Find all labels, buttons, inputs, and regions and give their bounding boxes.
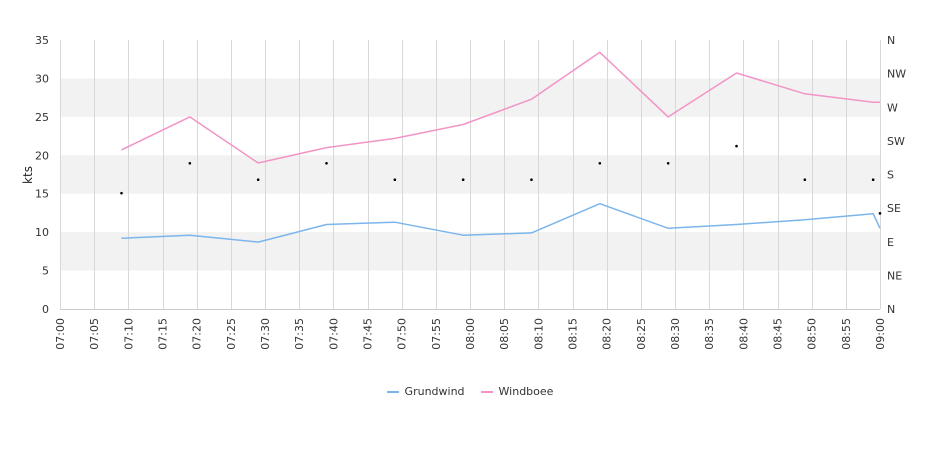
x-tick-label: 07:05 — [88, 318, 101, 350]
y2-axis-ticks: N NE E SE S SW W NW N — [887, 34, 906, 316]
y-tick-label: 30 — [35, 72, 49, 85]
x-tick-label: 07:15 — [157, 318, 170, 350]
x-tick-label: 07:30 — [259, 318, 272, 350]
x-tick-label: 08:30 — [669, 318, 682, 350]
y-tick-label: 0 — [42, 303, 49, 316]
direction-point — [530, 178, 533, 182]
x-tick-label: 08:00 — [464, 318, 477, 350]
y-axis-ticks: 0 5 10 15 20 25 30 35 — [35, 34, 49, 316]
x-tick-label: 09:00 — [874, 318, 887, 350]
direction-point — [803, 178, 807, 182]
series-line-windboee — [121, 51, 880, 164]
direction-point — [666, 161, 670, 165]
legend-label-windboee: Windboee — [498, 385, 554, 398]
x-tick-label: 08:40 — [737, 318, 750, 350]
legend-swatch-grundwind — [386, 390, 399, 393]
direction-point — [598, 161, 602, 165]
x-tick-label: 07:55 — [430, 318, 443, 350]
x-axis-ticks: 07:00 07:05 07:10 07:15 07:20 07:25 07:30 07:35… — [54, 318, 887, 350]
x-tick-label: 07:45 — [362, 318, 375, 350]
y-tick-label: 35 — [35, 34, 49, 47]
direction-point — [120, 191, 123, 195]
y2-tick-label: N — [887, 303, 895, 316]
y2-tick-label: W — [887, 101, 898, 114]
x-tick-label: 08:25 — [635, 318, 648, 350]
direction-point — [256, 178, 260, 182]
vertical-gridlines — [60, 40, 881, 310]
y2-tick-label: SW — [887, 135, 905, 148]
legend-item-grundwind[interactable]: Grundwind — [386, 385, 465, 398]
x-tick-label: 07:35 — [293, 318, 306, 350]
direction-point — [878, 212, 882, 215]
x-tick-label: 07:20 — [191, 318, 204, 350]
y2-tick-label: SE — [887, 202, 901, 215]
y2-tick-label: E — [887, 236, 894, 249]
legend-item-windboee[interactable]: Windboee — [480, 385, 554, 398]
x-tick-label: 08:05 — [498, 318, 511, 350]
y-tick-label: 25 — [35, 111, 49, 124]
y-axis-title: kts — [21, 166, 35, 184]
direction-point — [393, 178, 397, 182]
x-tick-label: 08:55 — [840, 318, 853, 350]
y2-tick-label: NW — [887, 68, 906, 81]
series-line-grundwind — [121, 202, 881, 243]
legend-label-grundwind: Grundwind — [404, 385, 465, 398]
x-tick-label: 08:50 — [806, 318, 819, 350]
legend: Grundwind Windboee — [0, 385, 940, 398]
y2-tick-label: N — [887, 34, 895, 47]
y-tick-label: 5 — [42, 265, 49, 278]
direction-point — [188, 161, 192, 165]
x-tick-label: 07:25 — [225, 318, 238, 350]
series-lines — [121, 51, 881, 243]
x-tick-label: 08:20 — [601, 318, 614, 350]
direction-point — [461, 178, 465, 182]
direction-point — [871, 178, 875, 182]
legend-swatch-windboee — [480, 390, 493, 393]
y2-tick-label: S — [887, 169, 894, 182]
x-tick-label: 07:00 — [54, 318, 67, 350]
y-tick-label: 15 — [35, 188, 49, 201]
x-tick-label: 08:45 — [772, 318, 785, 350]
direction-point — [735, 144, 738, 148]
x-tick-label: 08:10 — [532, 318, 545, 350]
x-tick-label: 07:40 — [327, 318, 340, 350]
direction-points — [120, 144, 882, 215]
y-tick-label: 10 — [35, 226, 49, 239]
x-tick-label: 08:15 — [567, 318, 580, 350]
y-tick-label: 20 — [35, 149, 49, 162]
x-tick-label: 07:10 — [122, 318, 135, 350]
x-tick-label: 08:35 — [703, 318, 716, 350]
y2-tick-label: NE — [887, 269, 902, 282]
x-tick-label: 07:50 — [396, 318, 409, 350]
direction-point — [325, 161, 328, 165]
